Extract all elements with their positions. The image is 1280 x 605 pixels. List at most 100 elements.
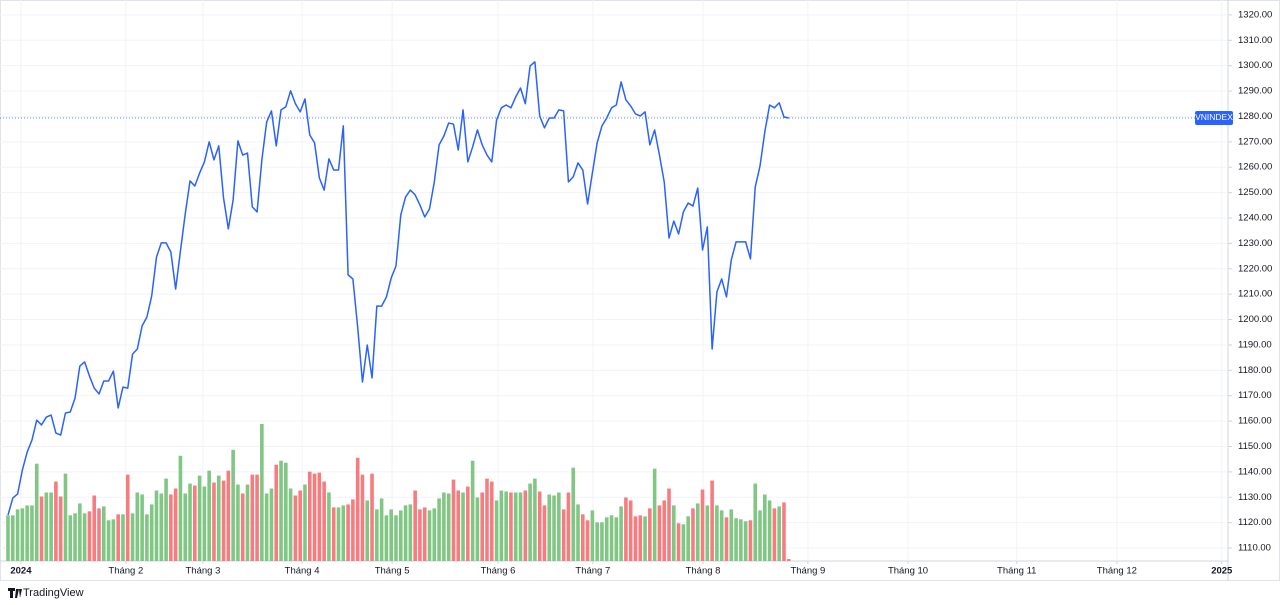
volume-bar [34,463,39,561]
volume-bar [686,516,690,561]
x-tick-label: Tháng 2 [108,566,143,577]
volume-bar [10,515,15,561]
volume-bar [643,516,647,561]
volume-bar [719,510,724,561]
x-tick-label: 2025 [1211,566,1233,577]
volume-bar [58,496,63,561]
volume-bar [331,507,336,561]
volume-bar [145,514,149,561]
volume-bar [159,493,164,561]
y-tick-label: 1250.00 [1238,187,1272,198]
volume-bar [240,493,245,561]
volume-bar [336,507,341,561]
volume-bar [633,516,638,561]
volume-bar [418,509,422,561]
volume-bar [202,486,207,561]
volume-bar [518,492,523,561]
frame [0,0,1280,581]
volume-bar [758,510,762,561]
volume-bar [619,506,623,561]
x-tick-label: Tháng 11 [997,566,1036,577]
volume-bar [298,490,302,561]
volume-bar [279,460,283,561]
x-tick-label: Tháng 6 [481,566,516,577]
volume-bar [30,505,34,561]
volume-bar [164,478,168,561]
volume-bar [312,473,317,561]
volume-bar [485,478,489,561]
volume-bar [231,449,235,561]
price-line [7,61,789,516]
volume-bar [657,505,662,561]
volume-bar [188,483,192,561]
volume-bar [710,480,714,561]
volume-bar [667,488,671,561]
volume-bar [106,520,111,561]
y-tick-label: 1300.00 [1238,60,1272,71]
volume-bar [509,492,513,561]
volume-bar [475,497,480,561]
volume-bar [92,495,97,561]
volume-bar [73,513,77,561]
volume-bar [375,509,379,561]
volume-bar [307,471,312,561]
volume-bar [609,515,614,561]
x-tick-label: Tháng 4 [285,566,320,577]
volume-bar [355,457,360,561]
volume-bar [389,509,393,561]
brand: TradingView [23,587,84,599]
volume-bar [135,492,140,561]
volume-bar [20,508,25,561]
volume-bar [379,498,384,561]
volume-bar [25,505,29,561]
volume-bar [533,478,537,561]
volume-bar [691,508,695,561]
volume-bar [140,494,144,561]
y-tick-label: 1270.00 [1238,136,1272,147]
volume-bar [274,464,279,561]
volume-bar [772,508,777,561]
volume-bar [351,499,355,561]
volume-bar [408,504,413,561]
y-tick-label: 1220.00 [1238,263,1272,274]
volume-bar [585,520,590,561]
volume-bar [403,505,408,561]
volume-bar [513,492,518,561]
y-tick-label: 1170.00 [1238,390,1272,401]
volume-bar [480,492,485,561]
volume-bar [169,494,173,561]
x-tick-label: Tháng 8 [686,566,721,577]
y-tick-label: 1280.00 [1238,111,1272,122]
volume-bar [442,492,446,561]
volume-bar [662,500,667,561]
volume-bar [628,500,633,561]
volume-bar [15,509,20,561]
volume-bar [173,488,178,561]
x-tick-label: Tháng 5 [375,566,410,577]
volume-bar [370,473,374,561]
volume-bar [767,500,772,561]
volume-bar [446,493,451,561]
y-tick-label: 1160.00 [1238,416,1272,427]
volume-bar [782,502,786,561]
volume-bar [753,483,758,561]
volume-bar [221,480,226,561]
volume-bar [705,505,710,561]
volume-bar [494,500,499,561]
volume-bar [695,503,700,561]
volume-bar [293,495,298,561]
volume-bar [346,504,350,561]
volume-bar [178,455,183,561]
volume-bar [734,518,738,561]
volume-bar [456,490,461,561]
volume-bar [489,481,494,561]
x-tick-label: Tháng 7 [575,566,610,577]
volume-bar [466,486,470,561]
volume-bar [528,483,532,561]
volume-bar [451,479,456,561]
y-tick-label: 1180.00 [1238,365,1272,376]
volume-bar [68,515,73,561]
volume-bar [360,474,365,561]
volume-bar [236,484,240,561]
x-tick-label: Tháng 3 [186,566,221,577]
